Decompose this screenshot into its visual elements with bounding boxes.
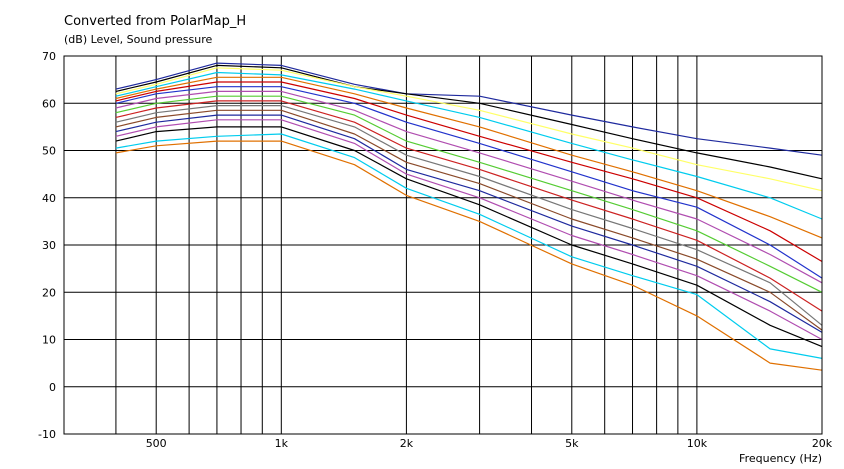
series-line-10 (115, 100, 823, 312)
series-line-13 (115, 114, 823, 333)
x-tick-label: 5k (565, 437, 579, 450)
series-line-11 (115, 104, 823, 326)
series-line-7 (115, 86, 823, 279)
grid (64, 55, 822, 435)
y-tick-label: 50 (42, 145, 56, 158)
x-tick-label: 10k (687, 437, 708, 450)
y-tick-label: 70 (42, 50, 56, 63)
y-axis-label: (dB) Level, Sound pressure (64, 33, 213, 46)
y-tick-label: 30 (42, 239, 56, 252)
y-tick-label: 60 (42, 97, 56, 110)
series-line-8 (115, 90, 823, 284)
x-axis-label: Frequency (Hz) (739, 452, 822, 465)
chart-title: Converted from PolarMap_H (64, 14, 246, 29)
x-tick-labels: 500 1k 2k 5k 10k 20k (146, 437, 833, 450)
y-tick-label: 40 (42, 192, 56, 205)
y-tick-label: 0 (49, 381, 56, 394)
series-line-5 (115, 76, 823, 239)
y-tick-label: -10 (38, 428, 56, 441)
y-tick-label: 20 (42, 286, 56, 299)
x-tick-label: 1k (275, 437, 289, 450)
series-line-14 (115, 119, 823, 341)
x-tick-label: 20k (812, 437, 833, 450)
series-line-2 (115, 64, 823, 180)
y-tick-labels: 70 60 50 40 30 20 10 0 -10 (38, 50, 56, 441)
y-tick-label: 10 (42, 334, 56, 347)
series-line-16 (115, 133, 823, 359)
plot-frame (63, 55, 823, 435)
x-tick-label: 2k (400, 437, 414, 450)
x-tick-label: 500 (146, 437, 167, 450)
series-line-3 (115, 67, 823, 192)
series-line-12 (115, 109, 823, 331)
series-line-15 (115, 126, 823, 348)
series-line-1 (115, 62, 823, 156)
series-line-6 (115, 81, 823, 263)
series-line-4 (115, 71, 823, 220)
series-group (115, 62, 823, 371)
series-line-17 (115, 140, 823, 371)
series-line-9 (115, 95, 823, 293)
